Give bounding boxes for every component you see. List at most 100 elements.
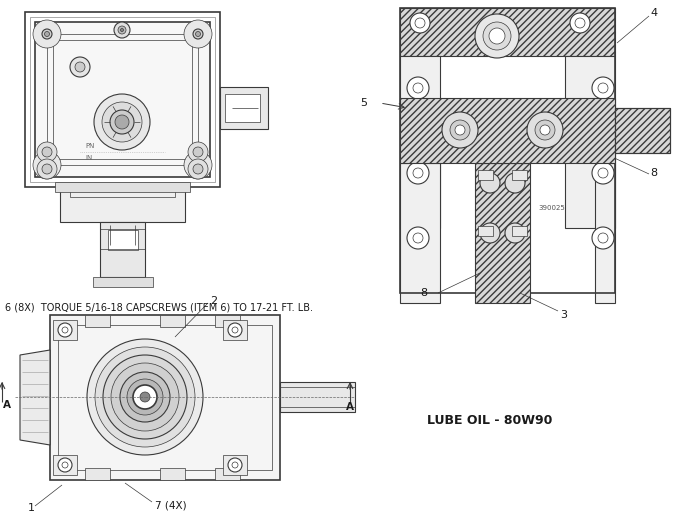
Bar bbox=[30, 17, 215, 182]
Bar bbox=[223, 320, 247, 340]
Bar bbox=[615, 108, 670, 153]
Polygon shape bbox=[400, 98, 615, 163]
Circle shape bbox=[44, 162, 50, 168]
Circle shape bbox=[184, 20, 212, 48]
Text: 6 (8X)  TORQUE 5/16-18 CAPSCREWS (ITEM 6) TO 17-21 FT. LB.: 6 (8X) TORQUE 5/16-18 CAPSCREWS (ITEM 6)… bbox=[5, 302, 313, 312]
Circle shape bbox=[118, 26, 126, 34]
Bar bbox=[280, 382, 355, 412]
Text: 8: 8 bbox=[650, 168, 657, 178]
Text: 1: 1 bbox=[28, 503, 35, 513]
Circle shape bbox=[42, 147, 52, 157]
Text: 2: 2 bbox=[210, 296, 217, 306]
Circle shape bbox=[110, 110, 134, 134]
Circle shape bbox=[87, 339, 203, 455]
Circle shape bbox=[535, 120, 555, 140]
Circle shape bbox=[483, 22, 511, 50]
Bar bbox=[478, 226, 493, 236]
Circle shape bbox=[489, 28, 505, 44]
Circle shape bbox=[527, 112, 563, 148]
Circle shape bbox=[102, 102, 142, 142]
Text: A: A bbox=[346, 402, 354, 412]
Bar bbox=[225, 94, 260, 122]
Circle shape bbox=[37, 142, 57, 162]
Circle shape bbox=[540, 125, 550, 135]
Bar bbox=[512, 170, 527, 180]
Circle shape bbox=[127, 379, 163, 415]
Circle shape bbox=[450, 120, 470, 140]
Circle shape bbox=[592, 77, 614, 99]
Polygon shape bbox=[615, 108, 670, 153]
Circle shape bbox=[140, 392, 150, 402]
Text: 3: 3 bbox=[560, 310, 567, 320]
Bar bbox=[93, 277, 153, 287]
Circle shape bbox=[33, 20, 61, 48]
Bar bbox=[70, 189, 175, 197]
Bar bbox=[400, 163, 440, 303]
Bar bbox=[35, 22, 210, 177]
Bar bbox=[58, 325, 272, 470]
Bar bbox=[400, 8, 615, 293]
Polygon shape bbox=[400, 56, 440, 228]
Bar bbox=[280, 387, 355, 407]
Text: 390025: 390025 bbox=[538, 205, 565, 211]
Circle shape bbox=[592, 227, 614, 249]
Bar bbox=[215, 468, 240, 480]
Bar bbox=[160, 315, 185, 327]
Bar bbox=[400, 8, 615, 56]
Circle shape bbox=[120, 28, 124, 32]
Circle shape bbox=[114, 22, 130, 38]
Bar bbox=[53, 40, 192, 159]
Circle shape bbox=[111, 363, 179, 431]
Circle shape bbox=[407, 162, 429, 184]
Circle shape bbox=[196, 32, 201, 36]
Circle shape bbox=[184, 151, 212, 179]
Circle shape bbox=[37, 159, 57, 179]
Circle shape bbox=[570, 13, 590, 33]
Bar bbox=[53, 320, 77, 340]
Circle shape bbox=[133, 385, 157, 409]
Circle shape bbox=[228, 458, 242, 472]
Text: PN: PN bbox=[85, 143, 95, 149]
Circle shape bbox=[592, 162, 614, 184]
Circle shape bbox=[505, 173, 525, 193]
Circle shape bbox=[103, 355, 187, 439]
Circle shape bbox=[42, 29, 52, 39]
Text: IN: IN bbox=[85, 155, 92, 161]
Circle shape bbox=[42, 160, 52, 170]
Text: LUBE OIL - 80W90: LUBE OIL - 80W90 bbox=[427, 414, 553, 426]
Polygon shape bbox=[400, 8, 615, 56]
Circle shape bbox=[193, 160, 203, 170]
Circle shape bbox=[70, 57, 90, 77]
Bar bbox=[215, 315, 240, 327]
Circle shape bbox=[58, 458, 72, 472]
Bar bbox=[595, 163, 615, 303]
Circle shape bbox=[33, 151, 61, 179]
Bar bbox=[220, 87, 268, 129]
Circle shape bbox=[442, 112, 478, 148]
Circle shape bbox=[410, 13, 430, 33]
Circle shape bbox=[44, 32, 50, 36]
Circle shape bbox=[196, 162, 201, 168]
Circle shape bbox=[480, 223, 500, 243]
Text: 8: 8 bbox=[420, 288, 427, 298]
Bar bbox=[85, 315, 110, 327]
Bar bbox=[55, 182, 190, 192]
Circle shape bbox=[228, 323, 242, 337]
Circle shape bbox=[75, 62, 85, 72]
Bar bbox=[160, 468, 185, 480]
Bar bbox=[100, 222, 145, 277]
Circle shape bbox=[505, 223, 525, 243]
Circle shape bbox=[475, 14, 519, 58]
Bar bbox=[60, 187, 185, 222]
Text: 5: 5 bbox=[360, 98, 367, 108]
Circle shape bbox=[193, 147, 203, 157]
Circle shape bbox=[120, 372, 170, 422]
Circle shape bbox=[94, 94, 150, 150]
Circle shape bbox=[193, 164, 203, 174]
Bar bbox=[25, 12, 220, 187]
Circle shape bbox=[115, 115, 129, 129]
Circle shape bbox=[188, 159, 208, 179]
Bar bbox=[85, 468, 110, 480]
Bar bbox=[223, 455, 247, 475]
Circle shape bbox=[58, 323, 72, 337]
